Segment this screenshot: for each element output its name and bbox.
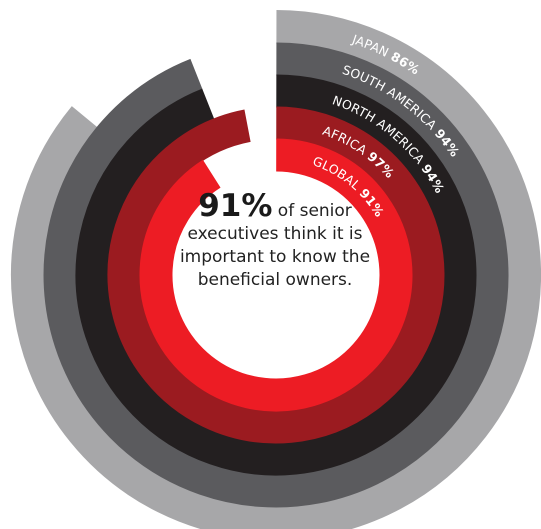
center-highlight: 91% bbox=[198, 188, 273, 224]
rings-group bbox=[11, 10, 541, 529]
ring-africa bbox=[107, 106, 445, 444]
center-text: of senior executives think it is importa… bbox=[179, 201, 371, 290]
ring-global bbox=[139, 138, 413, 412]
ring-japan bbox=[11, 10, 541, 529]
center-statement: 91% of senior executives think it is imp… bbox=[150, 191, 400, 292]
ring-north-america bbox=[75, 74, 477, 476]
ring-south-america bbox=[43, 42, 509, 508]
